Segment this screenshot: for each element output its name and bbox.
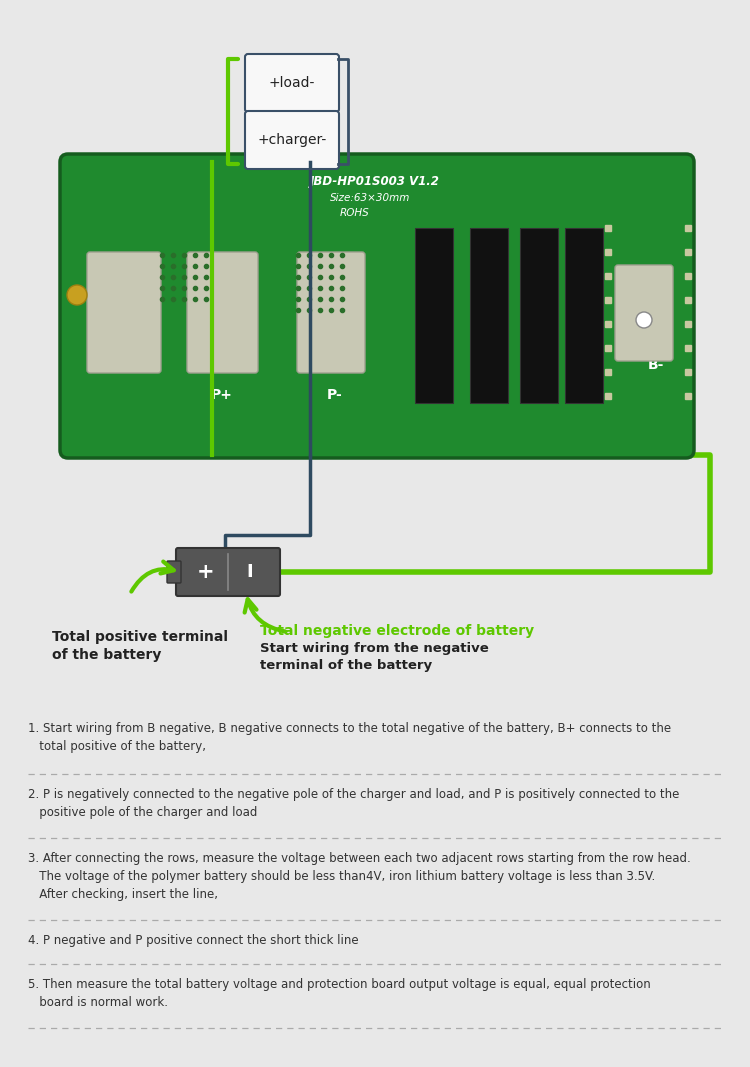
Circle shape	[67, 285, 87, 305]
Bar	[520, 228, 558, 403]
Text: of the battery: of the battery	[52, 648, 161, 662]
FancyBboxPatch shape	[245, 111, 339, 169]
Text: 5. Then measure the total battery voltage and protection board output voltage is: 5. Then measure the total battery voltag…	[28, 978, 651, 1009]
Text: +load-: +load-	[268, 76, 315, 90]
Text: I: I	[247, 563, 254, 582]
Text: +charger-: +charger-	[257, 133, 327, 147]
Text: JBD-HP01S003 V1.2: JBD-HP01S003 V1.2	[310, 175, 440, 189]
Bar	[470, 228, 508, 403]
Text: ROHS: ROHS	[340, 208, 370, 218]
Text: 3. After connecting the rows, measure the voltage between each two adjacent rows: 3. After connecting the rows, measure th…	[28, 853, 691, 901]
Bar	[565, 228, 603, 403]
FancyBboxPatch shape	[615, 265, 673, 361]
FancyBboxPatch shape	[187, 252, 258, 373]
FancyBboxPatch shape	[245, 54, 339, 112]
Circle shape	[636, 312, 652, 328]
Text: P-: P-	[327, 388, 343, 402]
Text: +: +	[197, 562, 214, 582]
FancyBboxPatch shape	[167, 561, 181, 583]
FancyBboxPatch shape	[297, 252, 365, 373]
Text: B+: B+	[102, 359, 125, 372]
FancyBboxPatch shape	[87, 252, 161, 373]
Text: 4. P negative and P positive connect the short thick line: 4. P negative and P positive connect the…	[28, 934, 358, 947]
Text: terminal of the battery: terminal of the battery	[260, 659, 432, 672]
FancyBboxPatch shape	[176, 548, 280, 596]
Text: Total negative electrode of battery: Total negative electrode of battery	[260, 624, 534, 638]
Text: 1. Start wiring from B negative, B negative connects to the total negative of th: 1. Start wiring from B negative, B negat…	[28, 722, 671, 753]
Text: B-: B-	[648, 359, 664, 372]
Text: 2. P is negatively connected to the negative pole of the charger and load, and P: 2. P is negatively connected to the nega…	[28, 789, 680, 819]
FancyBboxPatch shape	[60, 154, 694, 458]
Bar	[415, 228, 453, 403]
Text: Start wiring from the negative: Start wiring from the negative	[260, 642, 489, 655]
Text: Size:63×30mm: Size:63×30mm	[330, 193, 410, 203]
Text: Total positive terminal: Total positive terminal	[52, 630, 228, 644]
Text: P+: P+	[211, 388, 233, 402]
